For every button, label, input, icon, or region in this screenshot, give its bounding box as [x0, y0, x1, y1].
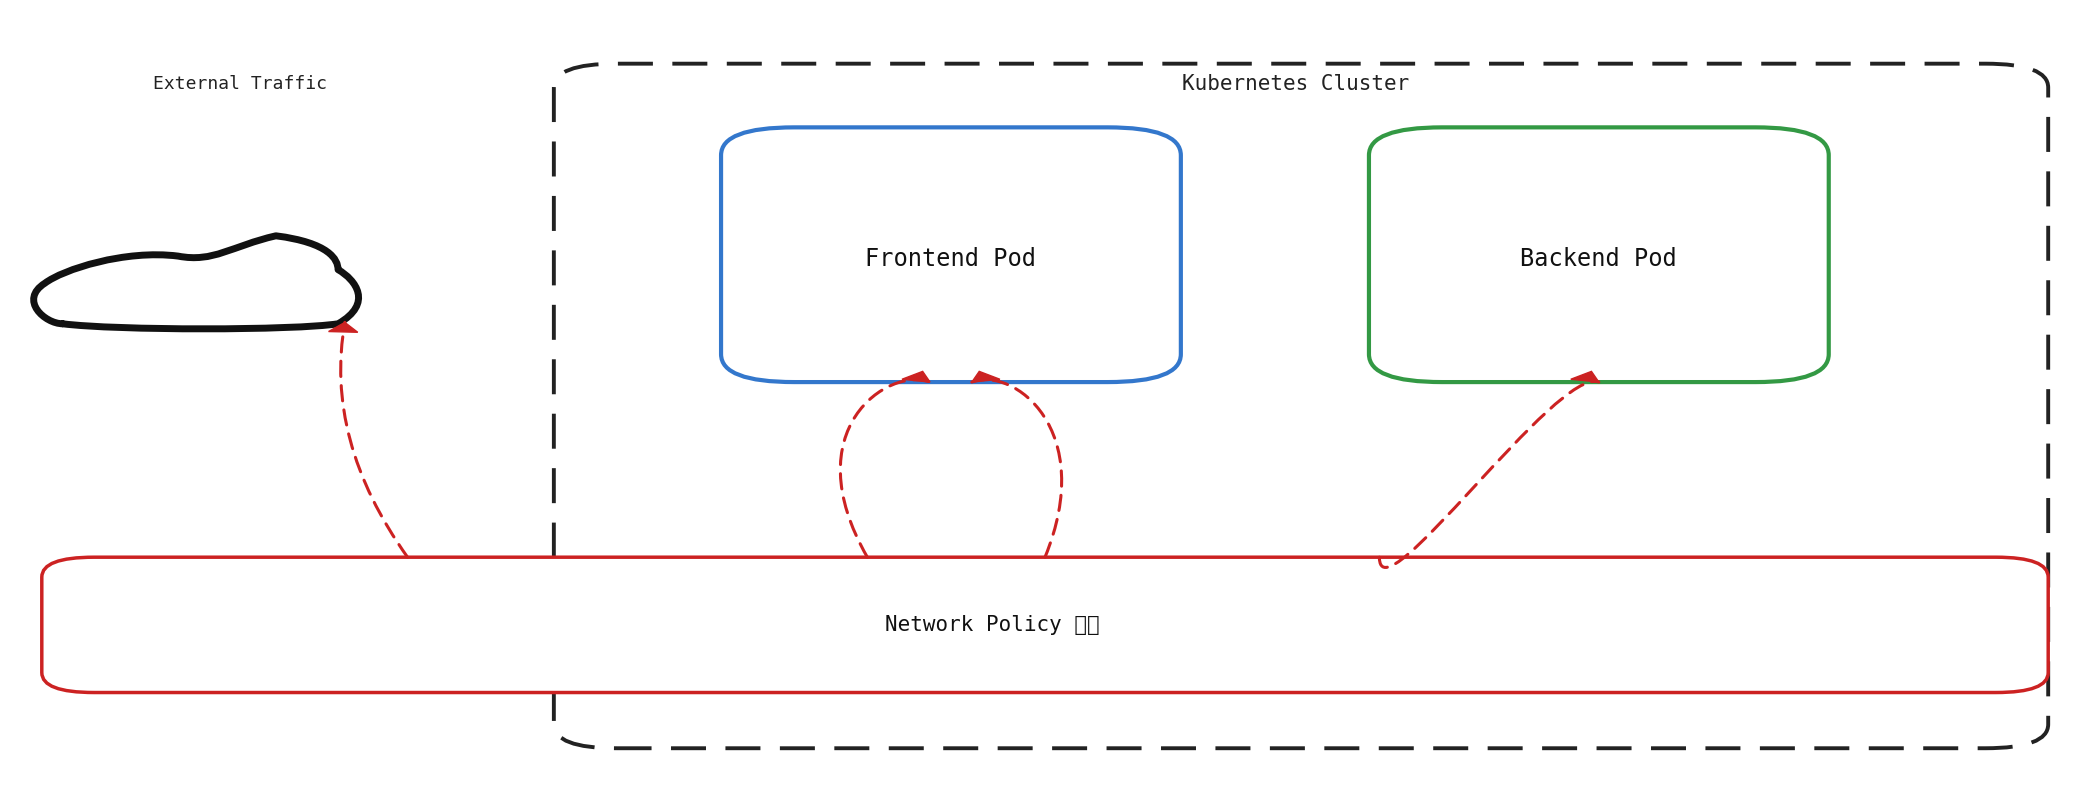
Text: Backend Pod: Backend Pod — [1522, 247, 1678, 271]
PathPatch shape — [328, 322, 357, 332]
PathPatch shape — [903, 372, 930, 382]
Text: External Traffic: External Traffic — [153, 75, 328, 92]
PathPatch shape — [1572, 372, 1599, 382]
PathPatch shape — [33, 236, 359, 329]
FancyBboxPatch shape — [1369, 127, 1829, 382]
FancyBboxPatch shape — [721, 127, 1181, 382]
PathPatch shape — [972, 372, 999, 382]
Text: Kubernetes Cluster: Kubernetes Cluster — [1183, 73, 1409, 94]
Text: Network Policy 🛡️: Network Policy 🛡️ — [886, 615, 1099, 635]
FancyBboxPatch shape — [42, 557, 2048, 693]
Text: Frontend Pod: Frontend Pod — [865, 247, 1037, 271]
